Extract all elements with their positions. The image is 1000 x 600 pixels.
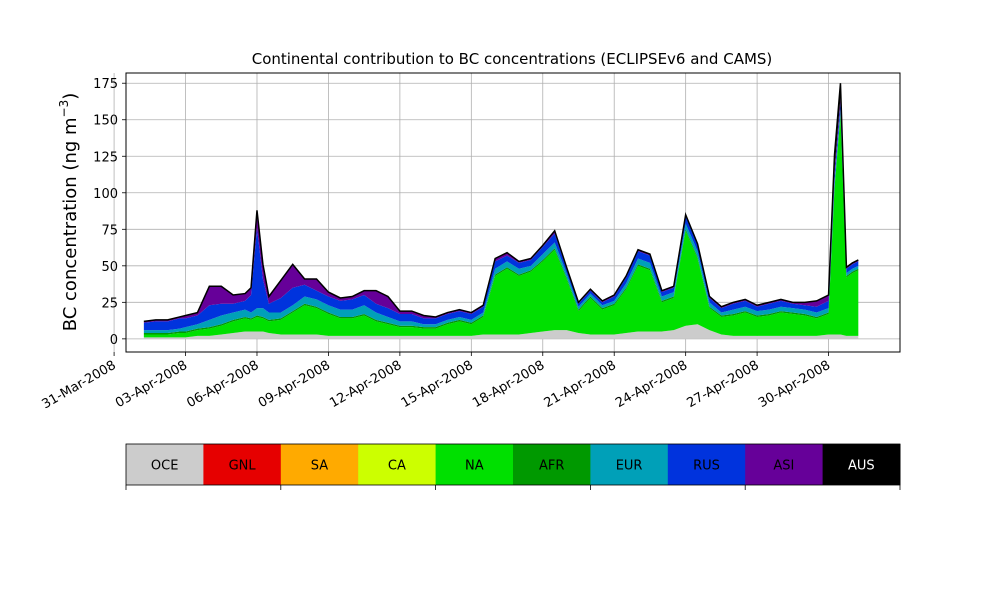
legend-swatch-aus xyxy=(822,444,901,485)
legend-label-afr: AFR xyxy=(539,459,564,474)
legend-label-na: NA xyxy=(465,459,484,474)
stacked-areas xyxy=(143,83,859,339)
legend-swatch-sa xyxy=(280,444,359,485)
plot-frame xyxy=(125,72,901,353)
legend-frame xyxy=(125,443,901,486)
y-axis-label-close: ) xyxy=(60,93,81,100)
total-line xyxy=(143,83,859,323)
legend-swatch-eur xyxy=(590,444,669,485)
legend-swatch-oce xyxy=(126,444,204,485)
legend-swatch-na xyxy=(435,444,514,485)
y-tick-label: 75 xyxy=(101,223,118,238)
legend-swatch-gnl xyxy=(203,444,282,485)
legend-label-eur: EUR xyxy=(616,459,643,474)
y-tick-label: 100 xyxy=(93,187,118,202)
y-axis-ticks: 0 25 50 75 100 125 150 175 xyxy=(93,77,126,348)
y-tick-label: 0 xyxy=(110,333,118,348)
total-outline xyxy=(143,83,859,323)
area-eur xyxy=(143,109,859,334)
legend-label-sa: SA xyxy=(311,459,328,474)
y-tick-label: 50 xyxy=(101,260,118,275)
legend-swatch-asi xyxy=(745,444,824,485)
y-tick-label: 150 xyxy=(93,114,118,129)
legend-label-ca: CA xyxy=(388,459,406,474)
legend-label-aus: AUS xyxy=(848,459,875,474)
legend-label-oce: OCE xyxy=(151,459,179,474)
area-asi xyxy=(143,97,859,323)
area-na xyxy=(143,115,859,338)
y-tick-label: 25 xyxy=(101,296,118,311)
y-tick-label: 175 xyxy=(93,77,118,92)
y-axis-label-main: BC concentration (ng m xyxy=(60,117,81,331)
area-afr xyxy=(143,113,859,335)
y-tick-label: 125 xyxy=(93,150,118,165)
legend-swatch-ca xyxy=(358,444,437,485)
legend-swatch-afr xyxy=(513,444,591,485)
legend-label-gnl: GNL xyxy=(229,459,257,474)
legend-colorbar: OCE GNL SA CA NA AFR EUR RUS ASI AUS xyxy=(125,443,901,490)
legend-label-asi: ASI xyxy=(773,459,794,474)
legend-swatch-rus xyxy=(667,444,746,485)
y-axis-label: BC concentration (ng m−3) xyxy=(57,93,81,332)
chart-title: Continental contribution to BC concentra… xyxy=(252,50,773,68)
area-oce xyxy=(143,324,859,339)
area-rus xyxy=(143,102,859,331)
legend-label-rus: RUS xyxy=(693,459,720,474)
y-axis-label-exponent: −3 xyxy=(57,100,71,118)
